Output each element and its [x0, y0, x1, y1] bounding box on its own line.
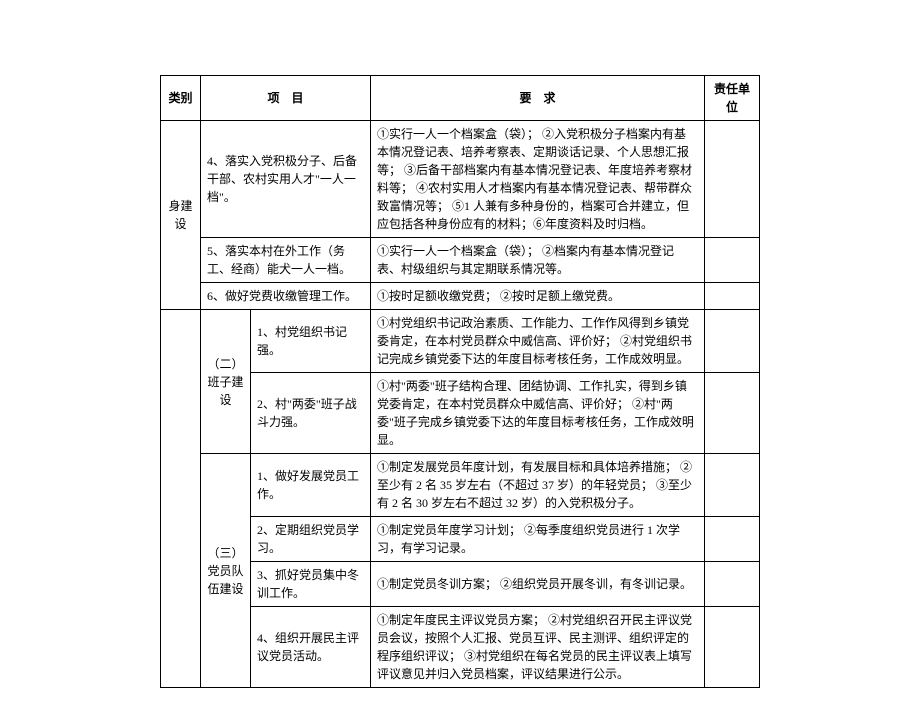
item-cell: 4、组织开展民主评议党员活动。 [251, 607, 371, 688]
table-row: 2、定期组织党员学习。 ①制定党员年度学习计划； ②每季度组织党员进行 1 次学… [161, 517, 760, 562]
header-item: 项 目 [201, 76, 371, 121]
table-row: （三）党员队伍建设 1、做好发展党员工作。 ①制定发展党员年度计划，有发展目标和… [161, 454, 760, 517]
item-cell: 1、村党组织书记强。 [251, 310, 371, 373]
item-cell: 5、落实本村在外工作（务工、经商）能犬一人一档。 [201, 238, 371, 283]
table-row: 身建设 4、落实入党积极分子、后备干部、农村实用人才"一人一档"。 ①实行一人一… [161, 121, 760, 238]
header-unit: 责任单位 [705, 76, 760, 121]
item-cell: 1、做好发展党员工作。 [251, 454, 371, 517]
item-cell: 2、定期组织党员学习。 [251, 517, 371, 562]
requirement-cell: ①制定年度民主评议党员方案； ②村党组织召开民主评议党员会议，按照个人汇报、党员… [371, 607, 705, 688]
header-category: 类别 [161, 76, 201, 121]
subcategory-cell: （二）班子建设 [201, 310, 251, 454]
category-cell-empty [161, 310, 201, 688]
requirement-cell: ①村党组织书记政治素质、工作能力、工作作风得到乡镇党委肯定，在本村党员群众中威信… [371, 310, 705, 373]
unit-cell [705, 310, 760, 373]
table-row: 6、做好党费收缴管理工作。 ①按时足额收缴党费； ②按时足额上缴党费。 [161, 283, 760, 310]
subcategory-cell: （三）党员队伍建设 [201, 454, 251, 688]
requirement-cell: ①实行一人一个档案盒（袋）； ②入党积极分子档案内有基本情况登记表、培养考察表、… [371, 121, 705, 238]
unit-cell [705, 373, 760, 454]
table-row: 5、落实本村在外工作（务工、经商）能犬一人一档。 ①实行一人一个档案盒（袋）； … [161, 238, 760, 283]
unit-cell [705, 517, 760, 562]
category-cell: 身建设 [161, 121, 201, 310]
table-header-row: 类别 项 目 要 求 责任单位 [161, 76, 760, 121]
requirement-cell: ①制定党员年度学习计划； ②每季度组织党员进行 1 次学习，有学习记录。 [371, 517, 705, 562]
unit-cell [705, 454, 760, 517]
unit-cell [705, 607, 760, 688]
unit-cell [705, 238, 760, 283]
requirement-cell: ①制定发展党员年度计划，有发展目标和具体培养措施； ②至少有 2 名 35 岁左… [371, 454, 705, 517]
requirement-cell: ①按时足额收缴党费； ②按时足额上缴党费。 [371, 283, 705, 310]
item-cell: 4、落实入党积极分子、后备干部、农村实用人才"一人一档"。 [201, 121, 371, 238]
unit-cell [705, 121, 760, 238]
item-cell: 2、村"两委"班子战斗力强。 [251, 373, 371, 454]
item-cell: 3、抓好党员集中冬训工作。 [251, 562, 371, 607]
header-requirement: 要 求 [371, 76, 705, 121]
requirement-cell: ①制定党员冬训方案； ②组织党员开展冬训，有冬训记录。 [371, 562, 705, 607]
table-row: 3、抓好党员集中冬训工作。 ①制定党员冬训方案； ②组织党员开展冬训，有冬训记录… [161, 562, 760, 607]
unit-cell [705, 283, 760, 310]
requirements-table: 类别 项 目 要 求 责任单位 身建设 4、落实入党积极分子、后备干部、农村实用… [160, 75, 760, 688]
requirement-cell: ①实行一人一个档案盒（袋）； ②档案内有基本情况登记表、村级组织与其定期联系情况… [371, 238, 705, 283]
item-cell: 6、做好党费收缴管理工作。 [201, 283, 371, 310]
table-row: 4、组织开展民主评议党员活动。 ①制定年度民主评议党员方案； ②村党组织召开民主… [161, 607, 760, 688]
requirement-cell: ①村"两委"班子结构合理、团结协调、工作扎实，得到乡镇党委肯定，在本村党员群众中… [371, 373, 705, 454]
table-row: （二）班子建设 1、村党组织书记强。 ①村党组织书记政治素质、工作能力、工作作风… [161, 310, 760, 373]
table-row: 2、村"两委"班子战斗力强。 ①村"两委"班子结构合理、团结协调、工作扎实，得到… [161, 373, 760, 454]
unit-cell [705, 562, 760, 607]
